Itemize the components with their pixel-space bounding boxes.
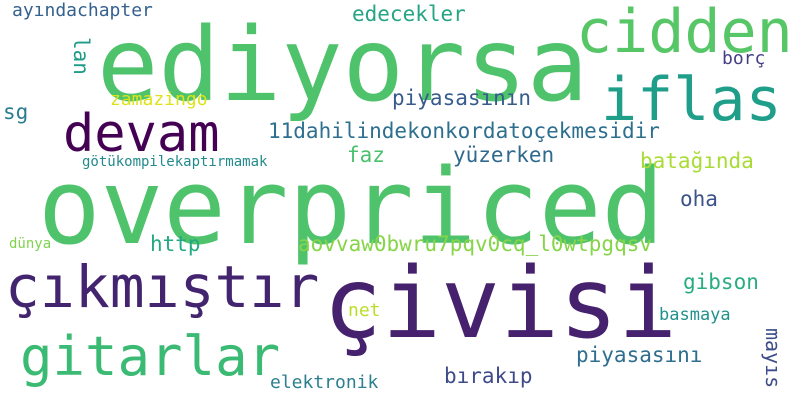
word-cikmistir: çıkmıştır xyxy=(5,253,320,321)
word-dunya: dünya xyxy=(9,236,52,252)
word-yuzerken: yüzerken xyxy=(453,143,555,167)
word-gibson: gibson xyxy=(683,270,759,294)
word-oha: oha xyxy=(680,187,718,211)
word-mayis: mayıs xyxy=(761,328,785,389)
word-11dahilindekonkordatocekmesidir: 11dahilindekonkordatoçekmesidir xyxy=(268,119,660,143)
word-civisi: çivisi xyxy=(323,247,678,361)
word-aovvaw0bwru7pqv0cq-l0wtpgqsv: aovvaw0bwru7pqv0cq_l0wtpgqsv xyxy=(298,232,653,256)
word-sg: sg xyxy=(3,100,29,124)
word-basmaya: basmaya xyxy=(659,305,731,325)
word-overpriced: overpriced xyxy=(38,146,665,268)
word-lan: lan xyxy=(69,37,93,75)
word-batagindda: batağında xyxy=(640,149,754,173)
word-cidden: cidden xyxy=(576,0,793,67)
word-http: http xyxy=(150,232,201,256)
word-piyasasini: piyasasını xyxy=(576,343,703,367)
word-faz: faz xyxy=(347,143,385,167)
word-gitarlar: gitarlar xyxy=(20,325,281,388)
word-edecekler: edecekler xyxy=(352,2,466,26)
word-gotukompilekaptirmamak: götükompilekaptırmamak xyxy=(82,154,268,170)
word-elektronik: elektronik xyxy=(270,372,379,393)
word-devam: devam xyxy=(63,104,220,164)
word-net: net xyxy=(348,300,381,321)
word-piyasasinin: piyasasının xyxy=(392,86,532,110)
word-ayindachapter: ayındachapter xyxy=(12,0,153,21)
word-birakip: bırakıp xyxy=(444,364,533,388)
word-zamazingo: zamazingo xyxy=(110,89,208,110)
word-iflas: iflas xyxy=(601,65,782,135)
word-ediyorsa: ediyorsa xyxy=(97,6,589,125)
word-borc: borç xyxy=(722,48,766,69)
